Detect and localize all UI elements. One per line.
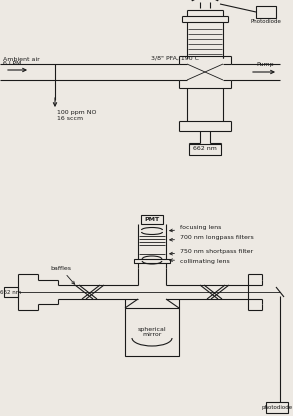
Text: baffles: baffles — [50, 265, 74, 284]
Bar — [256, 6, 276, 18]
Text: 16 sccm: 16 sccm — [57, 116, 83, 121]
Bar — [189, 144, 221, 155]
Text: spherical
mirror: spherical mirror — [138, 327, 166, 337]
Text: focusing lens: focusing lens — [170, 225, 222, 232]
Text: Ambient air: Ambient air — [3, 57, 40, 62]
Text: Pump: Pump — [256, 62, 274, 67]
Text: 6 LPM: 6 LPM — [3, 61, 21, 66]
Bar — [141, 215, 163, 224]
Text: collimating lens: collimating lens — [170, 258, 230, 263]
Text: 662 nm: 662 nm — [0, 290, 22, 295]
Text: 700 nm longpass filters: 700 nm longpass filters — [170, 235, 254, 241]
Bar — [266, 402, 288, 413]
Text: PMT: PMT — [144, 217, 160, 222]
Text: 662 nm: 662 nm — [193, 146, 217, 151]
Text: 3/8" PFA, 190 C: 3/8" PFA, 190 C — [151, 56, 199, 61]
Text: 750 nm shortpass filter: 750 nm shortpass filter — [170, 248, 253, 255]
Bar — [134, 259, 170, 263]
Text: photodiode: photodiode — [261, 406, 293, 411]
Bar — [125, 308, 179, 356]
Text: 100 ppm NO: 100 ppm NO — [57, 110, 96, 115]
Bar — [4, 287, 18, 297]
Text: Photodiode: Photodiode — [251, 19, 282, 24]
